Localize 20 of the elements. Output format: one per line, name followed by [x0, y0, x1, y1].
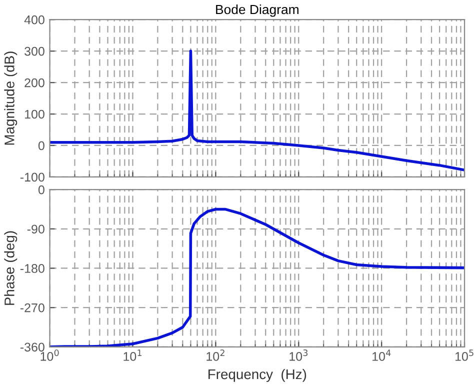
y-tick-label: 0 [38, 141, 44, 150]
y-tick-label: 400 [24, 15, 44, 24]
x-tick-label: 10$^{5}$ [455, 350, 474, 361]
y-tick-label: -90 [27, 224, 44, 234]
chart-title: Bode Diagram [216, 4, 298, 17]
x-tick-label: 10$^{3}$ [290, 349, 308, 361]
y-tick-label: 0 [38, 185, 44, 194]
y-axis-title: Phase (deg) [4, 231, 18, 305]
y-tick-label: 100 [25, 110, 44, 119]
y-tick-label: -360 [20, 342, 44, 352]
x-tick-label: 10$^{1}$ [124, 350, 142, 361]
y-tick-label: 300 [24, 46, 44, 56]
x-tick-label: 10$^{2}$ [206, 349, 224, 361]
y-tick-label: -100 [20, 172, 44, 182]
y-tick-label: -180 [20, 264, 44, 273]
y-tick-label: 200 [24, 78, 44, 88]
x-tick-label: 10$^{4}$ [372, 350, 391, 361]
y-axis-title: Magnitude (dB) [4, 52, 18, 145]
x-axis-title: Frequency (Hz) [208, 368, 306, 382]
y-tick-label: -270 [20, 303, 44, 312]
